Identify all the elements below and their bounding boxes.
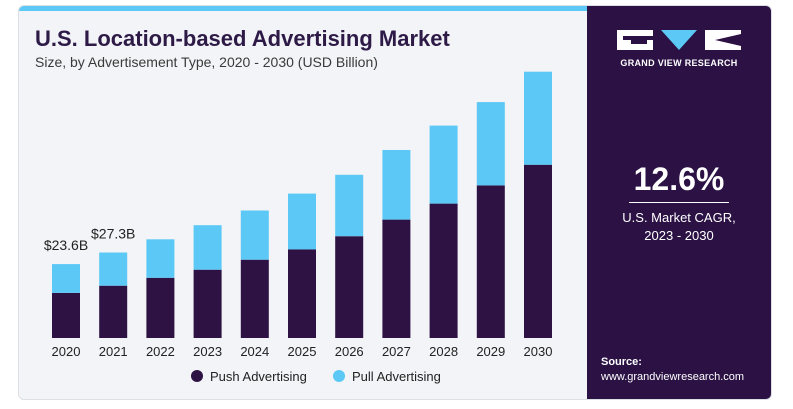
x-tick-label-2020: 2020 (52, 344, 81, 359)
x-tick-label-2028: 2028 (429, 344, 458, 359)
bar-pull-2023 (193, 225, 222, 270)
chart-title: U.S. Location-based Advertising Market (35, 26, 450, 51)
cagr-divider (629, 202, 729, 203)
accent-bar (19, 6, 587, 11)
brand-logo: GRAND VIEW RESEARCH (609, 28, 749, 68)
bar-push-2027 (382, 219, 411, 338)
legend-label-pull: Pull Advertising (352, 369, 441, 384)
bar-pull-2021 (99, 252, 128, 286)
bar-push-2025 (288, 249, 316, 338)
bar-push-2028 (429, 203, 458, 338)
data-label-2020: $23.6B (44, 237, 88, 253)
x-tick-label-2026: 2026 (335, 344, 364, 359)
brand-name: GRAND VIEW RESEARCH (620, 58, 738, 68)
bar-pull-2030 (524, 71, 552, 165)
bar-pull-2027 (382, 150, 411, 220)
data-label-2021: $27.3B (91, 226, 135, 242)
bar-pull-2026 (335, 174, 364, 237)
x-tick-label-2025: 2025 (288, 344, 317, 359)
bar-pull-2024 (240, 210, 269, 260)
bar-push-2030 (524, 164, 552, 338)
x-tick-label-2027: 2027 (382, 344, 411, 359)
bar-pull-2029 (476, 102, 505, 186)
legend-label-push: Push Advertising (210, 369, 307, 384)
cagr-period: 2023 - 2030 (644, 228, 714, 243)
chart-card: U.S. Location-based Advertising Market S… (18, 5, 772, 400)
x-tick-label-2021: 2021 (99, 344, 128, 359)
source-label: Source: (601, 356, 642, 368)
grand-view-research-logo-icon (617, 30, 741, 50)
bar-push-2020 (52, 292, 80, 338)
x-tick-label-2023: 2023 (193, 344, 222, 359)
bar-pull-2028 (429, 125, 458, 204)
bar-pull-2025 (288, 193, 316, 250)
cagr-value: 12.6% (633, 161, 725, 197)
cagr-label: U.S. Market CAGR, (622, 210, 736, 225)
chart-subtitle: Size, by Advertisement Type, 2020 - 2030… (35, 54, 378, 70)
bar-push-2026 (335, 236, 364, 338)
bar-pull-2020 (52, 264, 80, 293)
chart-panel: U.S. Location-based Advertising Market S… (19, 6, 587, 399)
x-tick-label-2024: 2024 (240, 344, 269, 359)
source-url: www.grandviewresearch.com (601, 371, 745, 383)
bar-push-2023 (193, 269, 222, 338)
x-tick-label-2030: 2030 (524, 344, 553, 359)
sidebar-panel: GRAND VIEW RESEARCH 12.6% U.S. Market CA… (587, 6, 771, 399)
bar-push-2021 (99, 285, 128, 338)
bar-push-2022 (146, 277, 175, 338)
x-tick-label-2022: 2022 (146, 344, 175, 359)
stacked-bar-chart: 2020 2021 2022 2023 2024 2025 2026 2027 2028 2029… (44, 71, 553, 384)
legend-marker-pull (333, 370, 345, 382)
bar-push-2029 (476, 185, 505, 338)
legend-marker-push (191, 370, 203, 382)
x-tick-label-2029: 2029 (476, 344, 505, 359)
bar-push-2024 (240, 259, 269, 338)
bar-pull-2022 (146, 239, 175, 278)
